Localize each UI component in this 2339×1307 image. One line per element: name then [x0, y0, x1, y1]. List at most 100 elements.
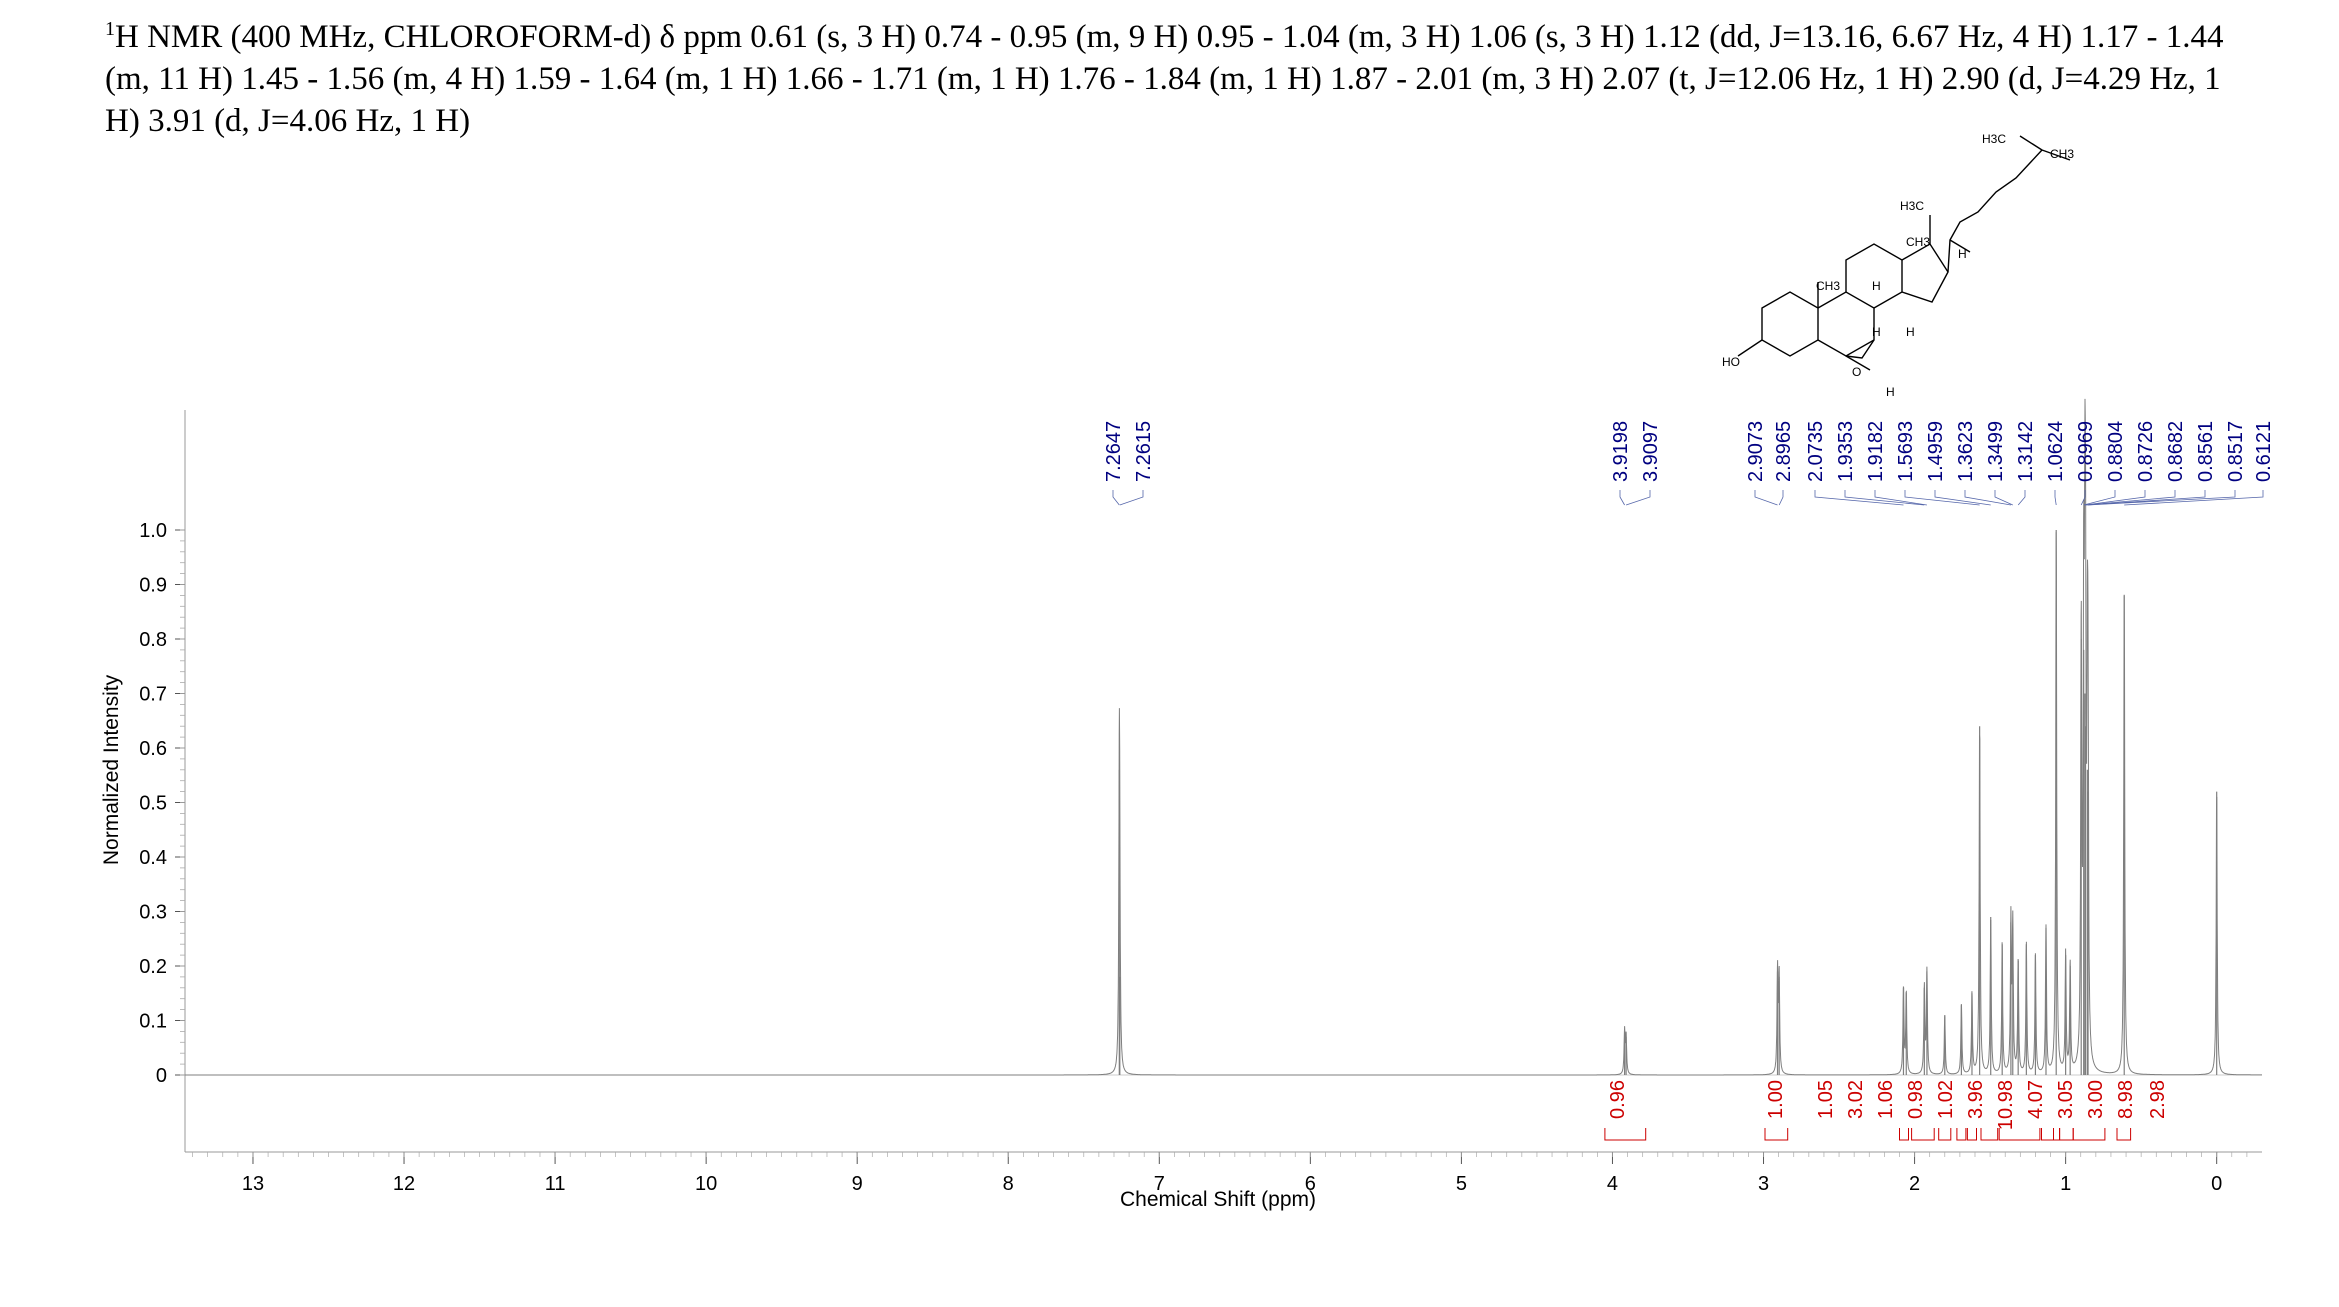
y-tick-label: 0.3: [139, 902, 167, 924]
x-tick-label: 8: [1003, 1173, 1014, 1195]
peak-label: 7.2615: [1133, 421, 1155, 482]
y-tick-label: 0.8: [139, 629, 167, 651]
peak-label: 0.8969: [2075, 421, 2097, 482]
peak-label: 0.8561: [2195, 421, 2217, 482]
y-tick-label: 0.9: [139, 575, 167, 597]
integral-bracket: [2059, 1128, 2074, 1141]
x-tick-label: 0: [2211, 1173, 2222, 1195]
peak-label: 2.8965: [1773, 421, 1795, 482]
x-tick-label: 4: [1607, 1173, 1618, 1195]
integral-value: 0.98: [1905, 1080, 1927, 1119]
integral-bracket: [1899, 1128, 1909, 1141]
peak-label-connector: [2084, 490, 2146, 506]
x-axis-label: Chemical Shift (ppm): [1120, 1188, 1316, 1211]
integral-bracket: [2053, 1128, 2061, 1141]
peak-label-connector: [1778, 490, 1784, 506]
peak-label-connector: [2083, 490, 2116, 506]
integral-value: 3.05: [2055, 1080, 2077, 1119]
nucleus-mass: 1: [105, 18, 115, 40]
integral-value: 1.05: [1815, 1080, 1837, 1119]
x-tick-label: 13: [242, 1173, 264, 1195]
x-tick-label: 12: [393, 1173, 415, 1195]
spectrum-trace: [185, 398, 2262, 1076]
integral-value: 1.02: [1935, 1080, 1957, 1119]
integral-value: 1.00: [1765, 1080, 1787, 1119]
peak-label-connector: [1619, 490, 1625, 506]
peak-label-connector: [2087, 490, 2206, 506]
x-tick-label: 3: [1758, 1173, 1769, 1195]
integral-bracket: [2116, 1128, 2132, 1141]
structure-label: H: [1872, 325, 1881, 339]
peak-label: 0.8804: [2105, 421, 2127, 482]
peak-label: 7.2647: [1103, 421, 1125, 482]
integral-bracket: [1980, 1128, 1999, 1141]
peak-label-connector: [1814, 490, 1904, 506]
structure-label: H: [1886, 385, 1895, 399]
peak-label-connector: [1625, 490, 1651, 506]
peak-label-connector: [1754, 490, 1778, 506]
structure-label: H3C: [1982, 132, 2006, 146]
peak-label-connector: [1119, 490, 1144, 506]
x-tick-label: 7: [1154, 1173, 1165, 1195]
integral-bracket: [2041, 1128, 2054, 1141]
structure-label: H: [1958, 247, 1967, 261]
axes: [184, 410, 2262, 1153]
spectrum-line: [185, 398, 2262, 1076]
y-tick-label: 0.5: [139, 793, 167, 815]
integral-value: 1.06: [1875, 1080, 1897, 1119]
peak-label: 1.3499: [1985, 421, 2007, 482]
peak-label-connector: [1112, 490, 1120, 506]
peak-label: 0.6121: [2253, 421, 2275, 482]
molecule-structure: [1737, 135, 2071, 371]
structure-label: H: [1906, 325, 1915, 339]
nmr-description-text: H NMR (400 MHz, CHLOROFORM-d) δ ppm 0.61…: [105, 19, 2224, 139]
peak-label-connector: [2054, 490, 2057, 506]
integral-bracket: [1604, 1128, 1647, 1141]
x-tick-label: 6: [1305, 1173, 1316, 1195]
peak-label: 1.4959: [1925, 421, 1947, 482]
structure-label: H3C: [1900, 199, 1924, 213]
peak-label: 1.9182: [1865, 421, 1887, 482]
integrals: 0.96 1.00 1.05 3.02 1.06 0.98 1.02 3.96 10.98 4.0…: [1604, 1080, 2169, 1141]
integral-value: 4.07: [2025, 1080, 2047, 1119]
integral-bracket: [1966, 1128, 1977, 1141]
x-tick-label: 2: [1909, 1173, 1920, 1195]
integral-value: 2.98: [2147, 1080, 2169, 1119]
x-axis: 13 12 11 10 9 8 7 6 5 4 3 2 1 0: [192, 1152, 2248, 1195]
peak-label: 0.8517: [2225, 421, 2247, 482]
y-tick-label: 0.1: [139, 1011, 167, 1033]
integral-value: 8.98: [2115, 1080, 2137, 1119]
peak-label: 2.0735: [1805, 421, 1827, 482]
peak-label: 1.5693: [1895, 421, 1917, 482]
x-tick-label: 5: [1456, 1173, 1467, 1195]
peak-label: 3.9198: [1610, 421, 1632, 482]
structure-label: CH3: [1906, 235, 1930, 249]
peak-label: 0.8682: [2165, 421, 2187, 482]
integral-value: 3.02: [1845, 1080, 1867, 1119]
integral-bracket: [1764, 1128, 1789, 1141]
peak-label: 0.8726: [2135, 421, 2157, 482]
peak-label-connector: [2017, 490, 2026, 506]
y-tick-label: 1.0: [139, 520, 167, 542]
peak-label-connector: [1934, 490, 1991, 506]
peak-label: 1.3623: [1955, 421, 1977, 482]
x-tick-label: 1: [2060, 1173, 2071, 1195]
y-tick-label: 0.2: [139, 956, 167, 978]
integral-value: 10.98: [1995, 1080, 2017, 1130]
peak-label: 1.9353: [1835, 421, 1857, 482]
y-axis-label: Normalized Intensity: [100, 674, 123, 865]
y-axis: 0 0.1 0.2 0.3 0.4 0.5 0.6 0.7 0.8 0.9 1.0: [139, 520, 185, 1087]
x-tick-label: 9: [852, 1173, 863, 1195]
integral-bracket: [1998, 1128, 2041, 1141]
peak-label-connector: [1964, 490, 2011, 506]
molecule-structure-labels: H3C CH3 H3C CH3 H CH3 H H H HO O H: [1722, 132, 2074, 399]
y-tick-label: 0.4: [139, 847, 167, 869]
x-tick-label: 10: [695, 1173, 717, 1195]
peak-label-connector: [2124, 490, 2264, 506]
nmr-description: 1H NMR (400 MHz, CHLOROFORM-d) δ ppm 0.6…: [105, 8, 2255, 142]
peak-label-connector: [1904, 490, 1980, 506]
integral-value: 3.96: [1965, 1080, 1987, 1119]
peak-label: 1.3142: [2015, 421, 2037, 482]
structure-label: CH3: [1816, 279, 1840, 293]
